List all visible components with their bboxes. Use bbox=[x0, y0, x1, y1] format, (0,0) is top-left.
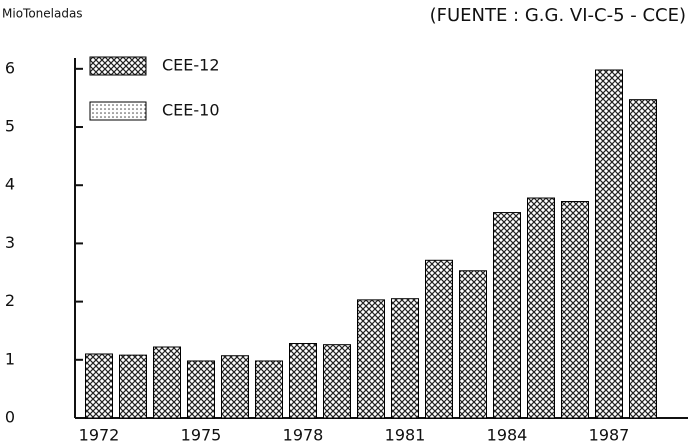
x-tick-label: 1984 bbox=[487, 426, 528, 444]
y-axis-label: MioToneladas bbox=[2, 7, 83, 21]
x-tick-label: 1981 bbox=[385, 426, 426, 444]
bar bbox=[391, 298, 419, 419]
legend-swatch bbox=[89, 101, 147, 121]
bar bbox=[323, 344, 351, 419]
bar bbox=[527, 197, 555, 419]
bar bbox=[289, 343, 317, 419]
y-tick-label: 1 bbox=[5, 349, 15, 368]
y-tick-label: 4 bbox=[5, 175, 15, 194]
bar bbox=[357, 299, 385, 419]
y-tick-label: 2 bbox=[5, 291, 15, 310]
y-tick-label: 0 bbox=[5, 408, 15, 427]
bar bbox=[595, 69, 623, 419]
y-tick-label: 3 bbox=[5, 233, 15, 252]
bar bbox=[629, 99, 657, 419]
x-tick-label: 1987 bbox=[589, 426, 630, 444]
bar bbox=[459, 270, 487, 419]
x-tick-label: 1975 bbox=[181, 426, 222, 444]
y-tick-label: 5 bbox=[5, 117, 15, 136]
legend-label: CEE-12 bbox=[162, 56, 220, 75]
legend-swatch bbox=[89, 56, 147, 76]
chart-title: (FUENTE : G.G. VI-C-5 - CCE) bbox=[430, 5, 686, 26]
bar bbox=[85, 353, 113, 419]
bar bbox=[187, 360, 215, 419]
bar bbox=[255, 360, 283, 419]
bar bbox=[221, 355, 249, 419]
bar bbox=[153, 346, 181, 419]
y-tick-label: 6 bbox=[5, 58, 15, 77]
bar bbox=[561, 201, 589, 419]
legend-label: CEE-10 bbox=[162, 101, 220, 120]
bar bbox=[119, 354, 147, 419]
bar bbox=[425, 259, 453, 419]
x-tick-label: 1978 bbox=[283, 426, 324, 444]
bar bbox=[493, 212, 521, 419]
x-tick-label: 1972 bbox=[79, 426, 120, 444]
